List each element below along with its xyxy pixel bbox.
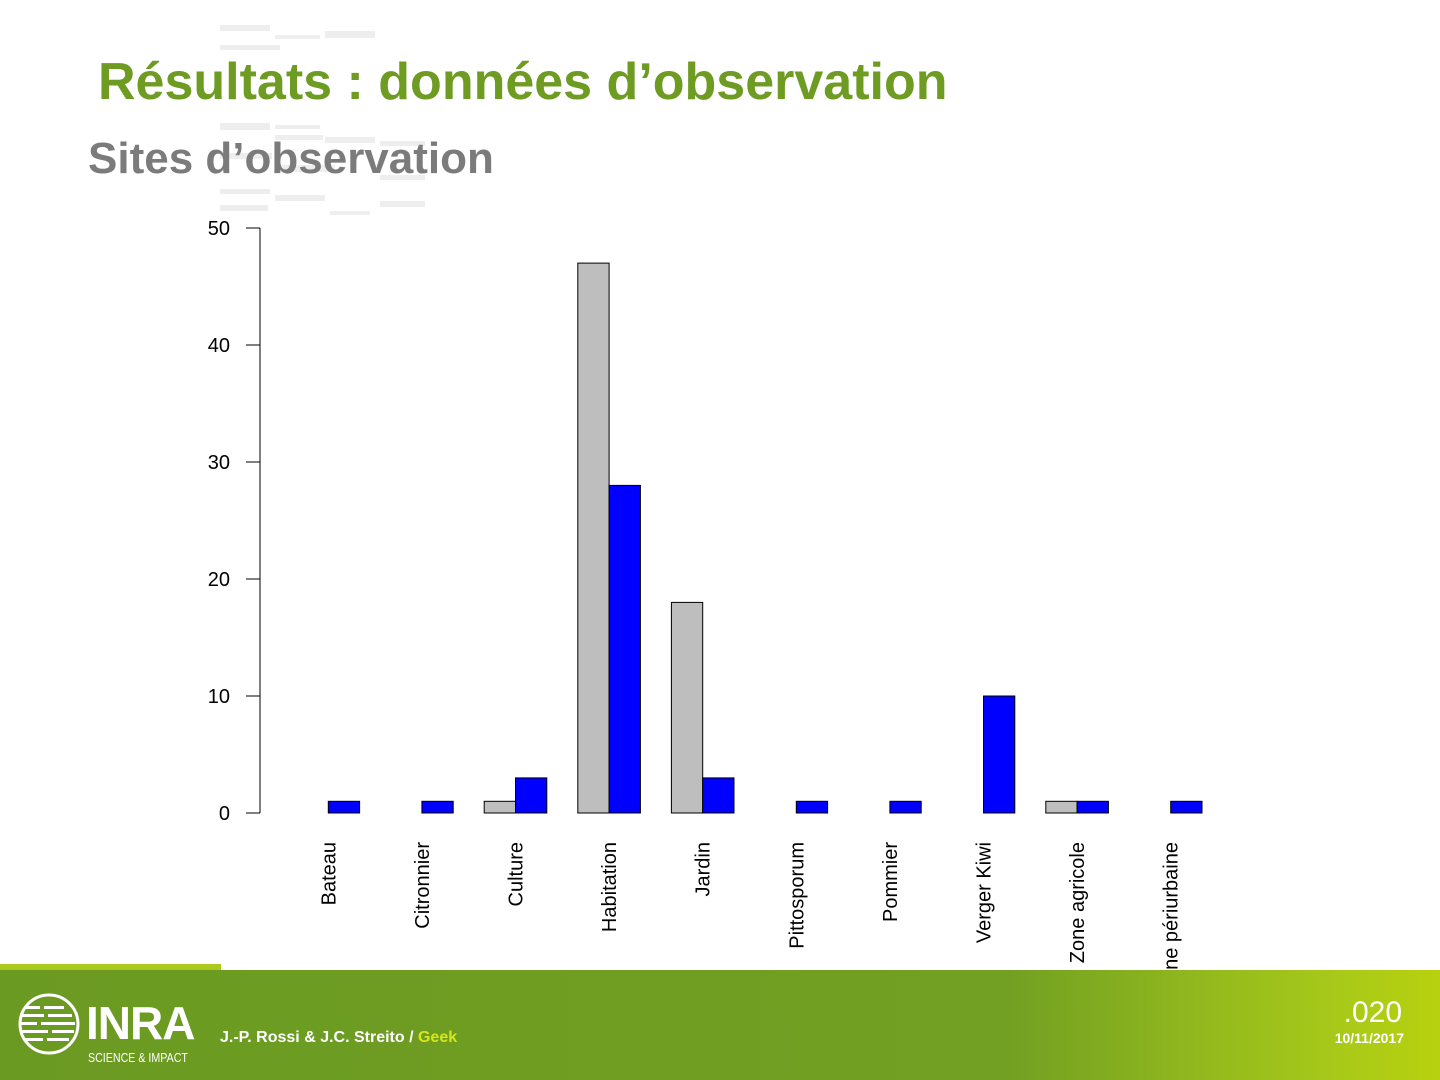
bar-4-series-0: [670, 601, 704, 814]
bar-5-series-1: [795, 800, 829, 814]
bar-8-series-1: [1076, 800, 1109, 814]
bar-3-series-0: [577, 262, 610, 814]
x-tick-label-4: Jardin: [693, 842, 715, 896]
x-tick-label-1: Citronnier: [412, 842, 434, 929]
y-tick-label-2: 20: [208, 569, 230, 591]
footer-accent-tab: [0, 964, 221, 971]
authors-names: J.-P. Rossi & J.C. Streito /: [220, 1029, 418, 1046]
slide-date: 10/11/2017: [1334, 1030, 1404, 1046]
logo-tagline: SCIENCE & IMPACT: [88, 1050, 188, 1065]
x-tick-label-3: Habitation: [599, 842, 621, 932]
x-tick-label-2: Culture: [506, 842, 528, 906]
bar-0-series-1: [327, 800, 361, 814]
x-tick-label-7: Verger Kiwi: [974, 842, 996, 943]
footer-bar: [0, 970, 1440, 1080]
bar-9-series-1: [1170, 800, 1203, 814]
bar-4-series-1: [702, 777, 735, 814]
y-tick-label-1: 10: [208, 686, 230, 708]
slide-subtitle: Sites d’observation: [88, 134, 494, 183]
slide-title: Résultats : données d’observation: [98, 53, 948, 111]
x-tick-label-0: Bateau: [318, 842, 340, 905]
y-tick-label-3: 30: [208, 452, 230, 474]
x-tick-label-8: Zone agricole: [1067, 842, 1089, 963]
x-tick-label-5: Pittosporum: [786, 842, 808, 949]
y-tick-label-0: 0: [219, 803, 230, 825]
bar-7-series-1: [983, 695, 1016, 814]
bar-6-series-1: [889, 800, 922, 814]
slide-number: .020: [1343, 996, 1402, 1029]
authors-project: Geek: [417, 1029, 458, 1046]
bar-8-series-0: [1045, 800, 1078, 814]
logo-wordmark: INRA: [86, 997, 195, 1049]
bar-1-series-1: [421, 800, 454, 814]
y-tick-label-4: 40: [208, 335, 230, 357]
footer-authors: J.-P. Rossi & J.C. Streito / Geek: [220, 1029, 457, 1047]
bar-3-series-1: [608, 484, 641, 814]
inra-logo-icon: [18, 993, 80, 1055]
decorative-stripes: [220, 25, 425, 215]
bar-2-series-1: [515, 777, 548, 814]
y-tick-label-5: 50: [208, 218, 230, 240]
bar-2-series-0: [483, 800, 517, 814]
x-tick-label-9: Zone périurbaine: [1161, 842, 1183, 993]
x-tick-label-6: Pommier: [880, 842, 902, 922]
